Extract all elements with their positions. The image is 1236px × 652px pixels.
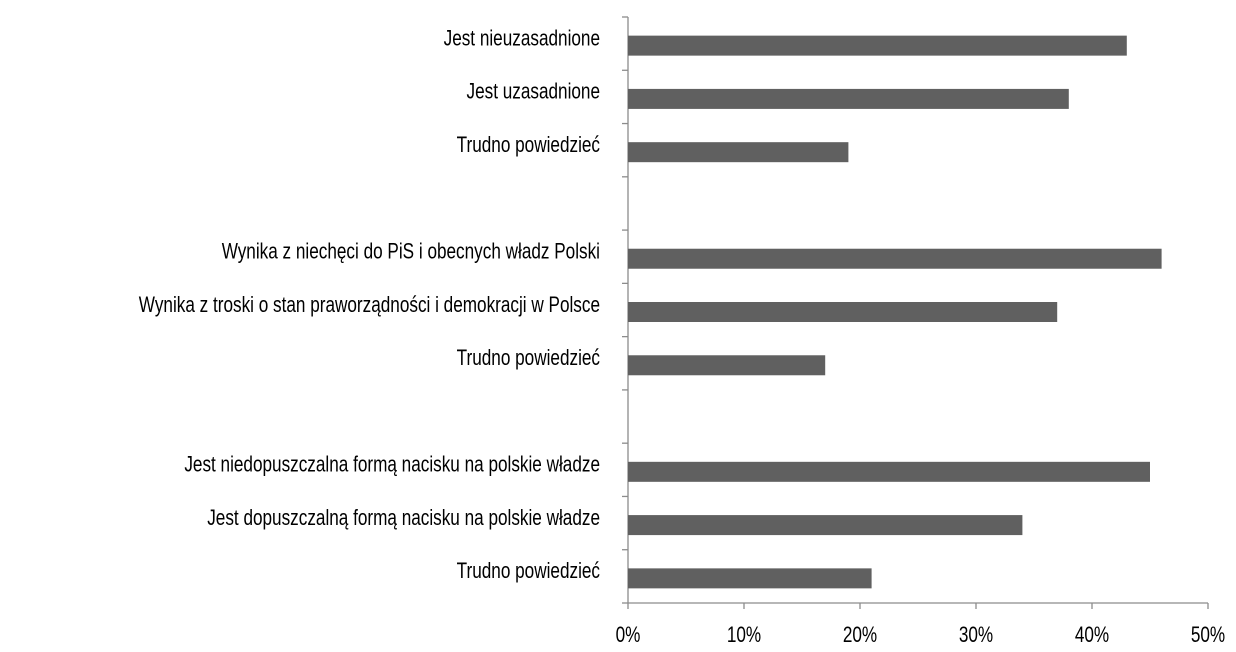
y-tick-label: Trudno powiedzieć <box>457 346 600 371</box>
y-tick-label: Trudno powiedzieć <box>457 559 600 584</box>
y-tick-label: Jest niedopuszczalna formą nacisku na po… <box>184 453 600 478</box>
y-tick-label: Trudno powiedzieć <box>457 133 600 158</box>
x-tick-label: 20% <box>843 623 877 648</box>
bar <box>628 568 872 589</box>
x-tick-label: 30% <box>959 623 993 648</box>
y-tick-label: Jest dopuszczalną formą nacisku na polsk… <box>207 506 600 531</box>
y-tick-label: Jest nieuzasadnione <box>444 26 600 51</box>
y-tick-label: Wynika z troski o stan praworządności i … <box>139 293 600 318</box>
x-tick-label: 10% <box>727 623 761 648</box>
bar <box>628 142 849 163</box>
x-tick-label: 40% <box>1075 623 1109 648</box>
bar <box>628 515 1023 536</box>
bar <box>628 302 1058 322</box>
bar <box>628 355 826 376</box>
y-tick-label: Jest uzasadnione <box>467 80 601 105</box>
bar <box>628 461 1150 482</box>
bar <box>628 248 1162 269</box>
y-tick-label: Wynika z niechęci do PiS i obecnych wład… <box>222 240 600 265</box>
x-tick-label: 50% <box>1191 623 1225 648</box>
bar <box>628 88 1069 109</box>
bar <box>628 35 1127 56</box>
x-tick-label: 0% <box>616 623 641 648</box>
